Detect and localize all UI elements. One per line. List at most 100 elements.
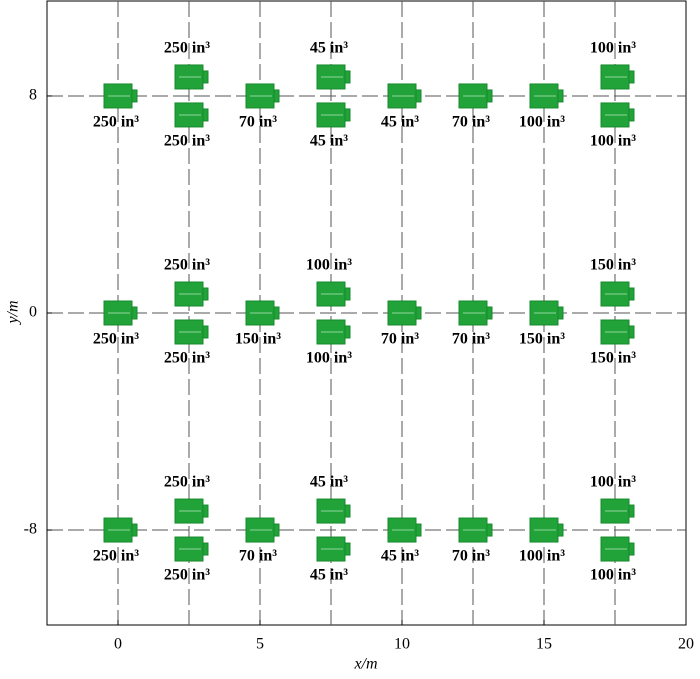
airgun-part: [628, 504, 635, 518]
airgun: [387, 517, 422, 543]
airgun: [174, 64, 209, 90]
airgun-part: [628, 287, 635, 301]
volume-label: 250 in³: [164, 133, 210, 150]
volume-label: 100 in³: [590, 567, 636, 584]
volume-label: 150 in³: [235, 331, 281, 348]
airgun-part: [202, 108, 209, 122]
airgun-part: [557, 89, 564, 103]
y-tick-label: 8: [29, 87, 37, 104]
airgun: [174, 319, 209, 345]
airgun: [174, 281, 209, 307]
airgun-part: [202, 504, 209, 518]
volume-label: 45 in³: [310, 474, 348, 491]
airgun-part: [202, 542, 209, 556]
volume-label: 70 in³: [239, 548, 277, 565]
airgun: [316, 498, 351, 524]
volume-label: 100 in³: [590, 133, 636, 150]
airgun-part: [273, 306, 280, 320]
airgun: [316, 281, 351, 307]
airgun-part: [202, 325, 209, 339]
airgun-part: [202, 70, 209, 84]
airgun: [600, 102, 635, 128]
volume-label: 250 in³: [164, 40, 210, 57]
airgun-part: [486, 306, 493, 320]
airgun: [458, 300, 493, 326]
airgun-part: [344, 108, 351, 122]
airgun: [245, 517, 280, 543]
y-tick-label: 0: [29, 304, 37, 321]
airgun: [174, 536, 209, 562]
airgun: [529, 83, 564, 109]
volume-label: 100 in³: [519, 114, 565, 131]
airgun-part: [131, 523, 138, 537]
airgun: [103, 83, 138, 109]
airgun: [316, 536, 351, 562]
airgun: [316, 64, 351, 90]
airgun-part: [273, 523, 280, 537]
airgun-part: [344, 325, 351, 339]
airgun-part: [202, 287, 209, 301]
airgun: [529, 517, 564, 543]
volume-label: 45 in³: [310, 133, 348, 150]
airgun: [316, 319, 351, 345]
volume-label: 70 in³: [452, 114, 490, 131]
volume-label: 45 in³: [381, 114, 419, 131]
volume-label: 250 in³: [93, 548, 139, 565]
volume-label: 70 in³: [452, 548, 490, 565]
volume-label: 250 in³: [164, 257, 210, 274]
airgun: [600, 498, 635, 524]
airgun-part: [131, 89, 138, 103]
volume-label: 250 in³: [93, 114, 139, 131]
airgun-part: [344, 504, 351, 518]
airgun: [103, 517, 138, 543]
airgun-part: [415, 306, 422, 320]
airgun: [458, 83, 493, 109]
airgun-part: [415, 523, 422, 537]
airgun: [458, 517, 493, 543]
airgun: [600, 64, 635, 90]
volume-label: 45 in³: [310, 40, 348, 57]
airgun-part: [131, 306, 138, 320]
airgun: [600, 281, 635, 307]
x-tick-label: 10: [394, 636, 410, 653]
airgun-part: [628, 325, 635, 339]
y-axis-label: y/m: [5, 300, 22, 325]
volume-label: 250 in³: [164, 474, 210, 491]
airgun: [103, 300, 138, 326]
volume-label: 45 in³: [310, 567, 348, 584]
airgun-part: [344, 70, 351, 84]
airgun-part: [344, 287, 351, 301]
x-tick-label: 20: [678, 636, 694, 653]
volume-label: 100 in³: [590, 474, 636, 491]
airgun: [316, 102, 351, 128]
airgun-part: [486, 89, 493, 103]
volume-label: 70 in³: [381, 331, 419, 348]
airgun: [529, 300, 564, 326]
volume-label: 100 in³: [590, 40, 636, 57]
x-tick-label: 5: [256, 636, 264, 653]
volume-label: 70 in³: [452, 331, 490, 348]
volume-label: 150 in³: [590, 257, 636, 274]
airgun: [245, 300, 280, 326]
volume-label: 250 in³: [164, 567, 210, 584]
volume-label: 100 in³: [306, 257, 352, 274]
airgun-part: [344, 542, 351, 556]
volume-label: 250 in³: [164, 350, 210, 367]
airgun: [387, 300, 422, 326]
airgun-part: [415, 89, 422, 103]
y-tick-label: -8: [24, 521, 37, 538]
airgun: [600, 536, 635, 562]
airgun: [245, 83, 280, 109]
airgun: [387, 83, 422, 109]
airgun: [174, 498, 209, 524]
x-axis-label: x/m: [353, 656, 377, 673]
airgun: [174, 102, 209, 128]
airgun-part: [273, 89, 280, 103]
airgun-part: [486, 523, 493, 537]
volume-label: 70 in³: [239, 114, 277, 131]
airgun-part: [557, 523, 564, 537]
airgun-part: [628, 108, 635, 122]
airgun-part: [557, 306, 564, 320]
volume-label: 45 in³: [381, 548, 419, 565]
